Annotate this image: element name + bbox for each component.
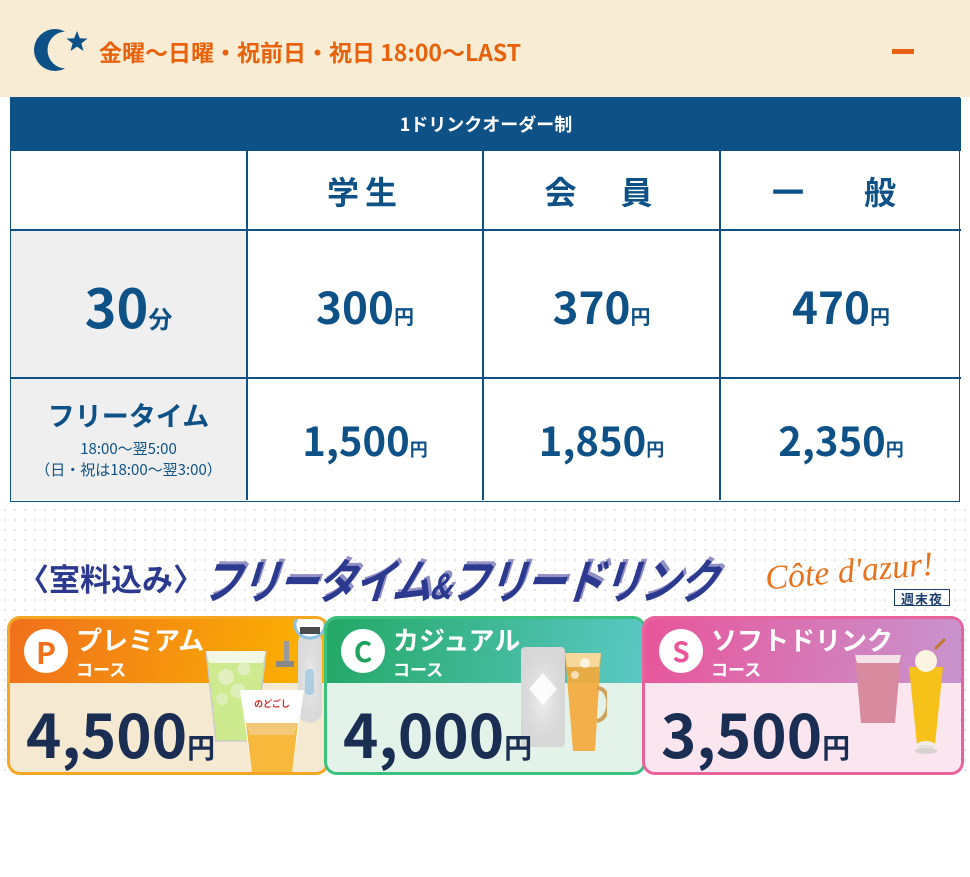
svg-text:のどごし: のどごし — [254, 697, 290, 710]
